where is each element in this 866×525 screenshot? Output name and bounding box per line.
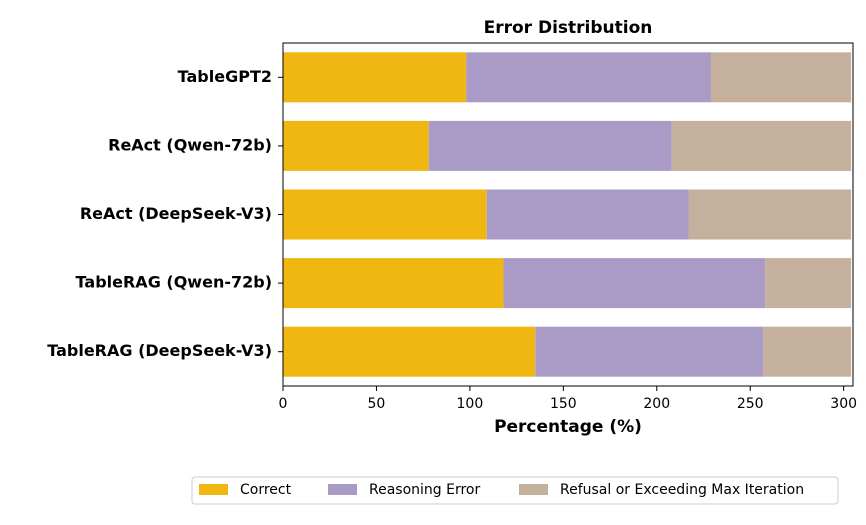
chart-title: Error Distribution bbox=[484, 18, 653, 38]
legend-label: Refusal or Exceeding Max Iteration bbox=[560, 482, 804, 498]
legend-swatch bbox=[328, 484, 357, 495]
bar-segment bbox=[535, 326, 764, 377]
bar-segment bbox=[466, 52, 711, 103]
bar-segment bbox=[688, 189, 852, 240]
x-tick-label: 250 bbox=[737, 396, 764, 412]
x-tick-label: 0 bbox=[279, 396, 288, 412]
bar-segment bbox=[283, 326, 536, 377]
x-tick-label: 200 bbox=[643, 396, 670, 412]
legend-label: Correct bbox=[240, 482, 292, 498]
bar-segment bbox=[283, 120, 429, 171]
x-tick-label: 50 bbox=[368, 396, 386, 412]
y-tick-label: TableRAG (Qwen-72b) bbox=[76, 273, 272, 292]
bar-segment bbox=[671, 120, 852, 171]
x-tick-label: 300 bbox=[830, 396, 857, 412]
y-tick-label: ReAct (DeepSeek-V3) bbox=[80, 204, 272, 223]
bar-segment bbox=[283, 189, 487, 240]
x-tick-label: 150 bbox=[550, 396, 577, 412]
bar-segment bbox=[283, 52, 467, 103]
bar-segment bbox=[503, 258, 766, 309]
legend-box bbox=[191, 476, 839, 505]
x-tick-label: 100 bbox=[457, 396, 484, 412]
bar-segment bbox=[765, 258, 852, 309]
bar-segment bbox=[763, 326, 852, 377]
y-tick-label: ReAct (Qwen-72b) bbox=[108, 135, 272, 154]
x-axis-label: Percentage (%) bbox=[494, 417, 642, 437]
legend-swatch bbox=[199, 484, 228, 495]
y-tick-label: TableRAG (DeepSeek-V3) bbox=[47, 341, 272, 360]
legend-label: Reasoning Error bbox=[369, 482, 480, 498]
plot-frame bbox=[282, 42, 854, 387]
bar-segment bbox=[283, 258, 504, 309]
bar-segment bbox=[486, 189, 689, 240]
bar-segment bbox=[710, 52, 852, 103]
legend-swatch bbox=[519, 484, 548, 495]
bar-segment bbox=[428, 120, 672, 171]
y-tick-label: TableGPT2 bbox=[178, 67, 272, 86]
